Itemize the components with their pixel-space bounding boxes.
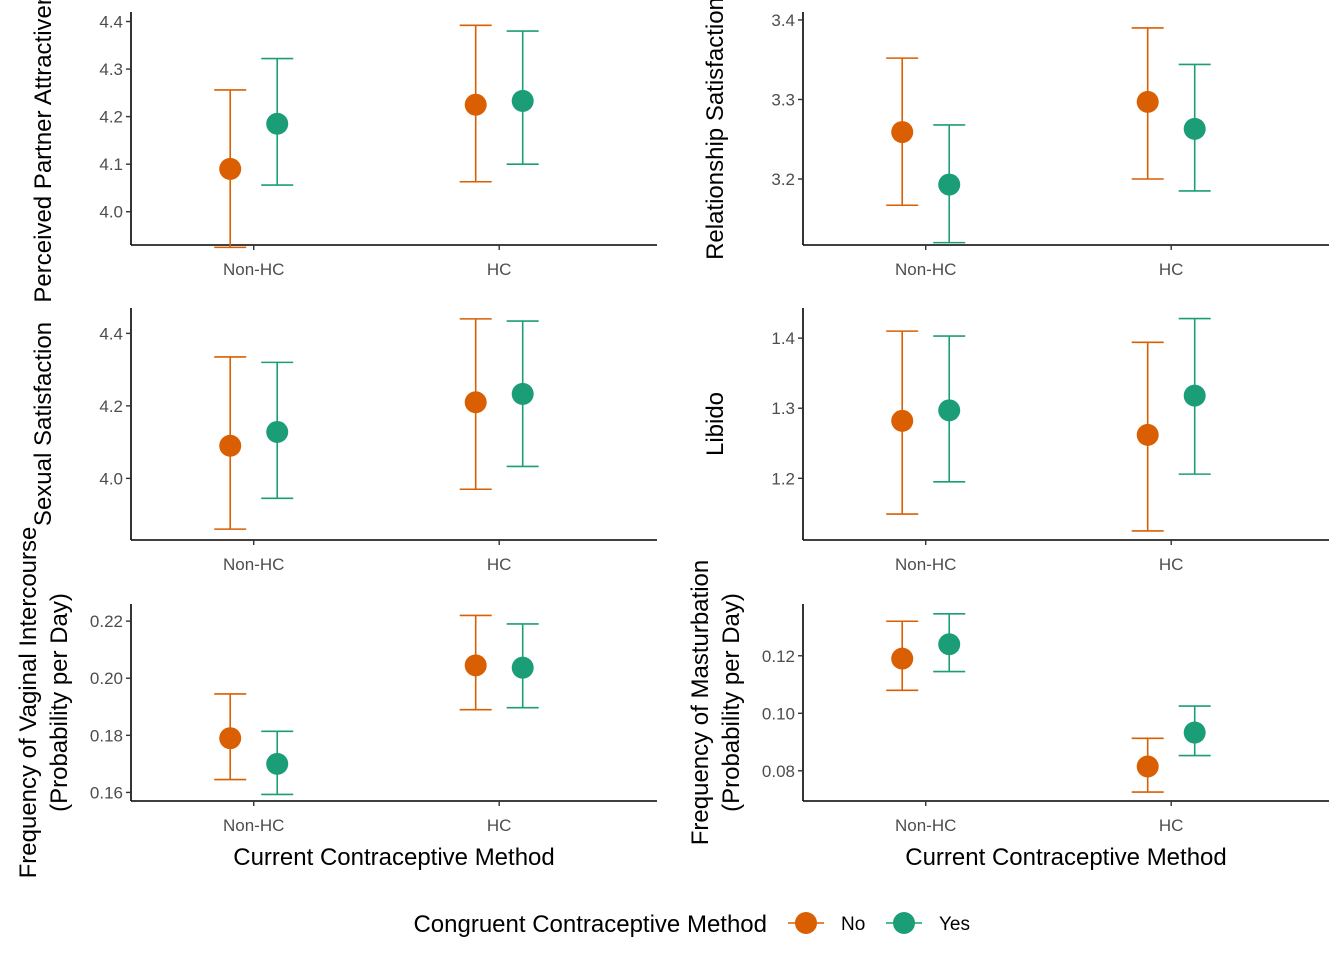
data-point-yes (1183, 117, 1206, 140)
data-point-no (464, 93, 487, 116)
data-point-yes (511, 89, 534, 112)
panel-top-right: 3.2 3.3 3.4 Non-HC HC Relationship Satisfacti… (702, 0, 1329, 279)
data-point-yes (266, 420, 289, 443)
y-tick-label: 4.2 (99, 108, 123, 127)
data-point-no (219, 157, 242, 180)
panel-bottom-left: 0.16 0.18 0.20 0.22 Non-HC HC Frequency of Vag… (15, 527, 657, 879)
panel-bottom-right: 0.08 0.10 0.12 Non-HC HC Frequency of Masturb… (687, 560, 1329, 871)
x-tick-label: HC (1159, 816, 1184, 835)
legend-title: Congruent Contraceptive Method (413, 911, 767, 938)
data-point-yes (266, 112, 289, 135)
y-tick-label: 0.12 (762, 647, 795, 666)
legend-item-no: No (788, 912, 865, 935)
x-tick-label: HC (487, 816, 512, 835)
data-point-no (219, 727, 242, 750)
data-point-yes (938, 399, 961, 422)
x-tick-label: Non-HC (223, 555, 284, 574)
y-tick-label: 4.0 (99, 469, 123, 488)
y-tick-label: 0.20 (90, 669, 123, 688)
data-point-no (219, 434, 242, 457)
y-tick-label: 4.1 (99, 155, 123, 174)
x-tick-label: HC (1159, 260, 1184, 279)
legend-key-point-no (795, 912, 817, 934)
y-tick-label: 4.3 (99, 60, 123, 79)
data-point-no (891, 121, 914, 144)
y-axis-label: Relationship Satisfaction (702, 0, 729, 260)
panel-middle-right: 1.2 1.3 1.4 Non-HC HC Libido (702, 308, 1329, 574)
y-tick-label: 0.22 (90, 612, 123, 631)
y-tick-label: 4.4 (99, 13, 123, 32)
panel-middle-left: 4.0 4.2 4.4 Non-HC HC Sexual Satisfaction (30, 308, 657, 574)
y-axis-label: Sexual Satisfaction (30, 322, 57, 526)
data-point-yes (938, 633, 961, 656)
data-point-no (891, 647, 914, 670)
x-tick-label: Non-HC (895, 260, 956, 279)
data-point-yes (1183, 721, 1206, 744)
x-tick-label: Non-HC (895, 555, 956, 574)
y-axis-label: Libido (702, 392, 729, 456)
data-point-yes (511, 656, 534, 679)
y-axis-label: (Probability per Day) (46, 593, 73, 812)
x-tick-label: HC (487, 555, 512, 574)
data-point-no (464, 654, 487, 677)
y-tick-label: 0.16 (90, 783, 123, 802)
y-tick-label: 0.08 (762, 762, 795, 781)
y-tick-label: 4.2 (99, 397, 123, 416)
y-tick-label: 0.18 (90, 726, 123, 745)
x-axis-label: Current Contraceptive Method (905, 844, 1227, 871)
legend: Congruent Contraceptive Method No Yes (413, 911, 970, 938)
data-point-no (1136, 423, 1159, 446)
y-tick-label: 4.4 (99, 324, 123, 343)
y-tick-label: 3.4 (771, 11, 795, 30)
x-tick-label: Non-HC (223, 816, 284, 835)
y-axis-label: (Probability per Day) (718, 593, 745, 812)
y-tick-label: 3.3 (771, 90, 795, 109)
data-point-no (891, 409, 914, 432)
y-tick-label: 0.10 (762, 704, 795, 723)
data-point-no (1136, 90, 1159, 113)
data-point-no (464, 391, 487, 414)
data-point-yes (1183, 384, 1206, 407)
panels: 4.0 4.1 4.2 4.3 4.4 Non-HC HC Perceived Partner… (15, 0, 1329, 878)
x-axis-label: Current Contraceptive Method (233, 844, 555, 871)
y-tick-label: 1.2 (771, 469, 795, 488)
y-axis-label: Perceived Partner Attractiveness (30, 0, 57, 303)
y-tick-label: 1.4 (771, 329, 795, 348)
legend-key-point-yes (893, 912, 915, 934)
y-axis-label: Frequency of Masturbation (687, 560, 714, 845)
legend-label-yes: Yes (939, 914, 970, 935)
y-axis-label: Frequency of Vaginal Intercourse (15, 527, 42, 879)
x-tick-label: Non-HC (223, 260, 284, 279)
x-tick-label: HC (487, 260, 512, 279)
data-point-no (1136, 755, 1159, 778)
data-point-yes (266, 752, 289, 775)
data-point-yes (511, 382, 534, 405)
y-tick-label: 3.2 (771, 170, 795, 189)
x-tick-label: HC (1159, 555, 1184, 574)
panel-top-left: 4.0 4.1 4.2 4.3 4.4 Non-HC HC Perceived Partner… (30, 0, 657, 303)
data-point-yes (938, 173, 961, 196)
legend-label-no: No (841, 914, 865, 935)
y-tick-label: 1.3 (771, 399, 795, 418)
x-tick-label: Non-HC (895, 816, 956, 835)
y-tick-label: 4.0 (99, 203, 123, 222)
legend-item-yes: Yes (886, 912, 970, 935)
